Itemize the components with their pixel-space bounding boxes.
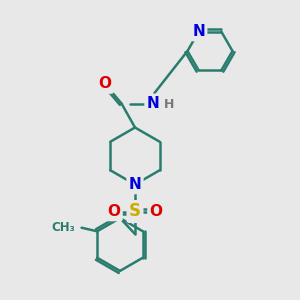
Text: N: N	[192, 24, 205, 39]
Text: O: O	[98, 76, 112, 92]
Text: H: H	[164, 98, 174, 112]
Text: CH₃: CH₃	[52, 221, 76, 234]
Text: N: N	[147, 96, 159, 111]
Text: S: S	[129, 202, 141, 220]
Text: N: N	[129, 177, 141, 192]
Text: O: O	[107, 204, 121, 219]
Text: O: O	[149, 204, 163, 219]
